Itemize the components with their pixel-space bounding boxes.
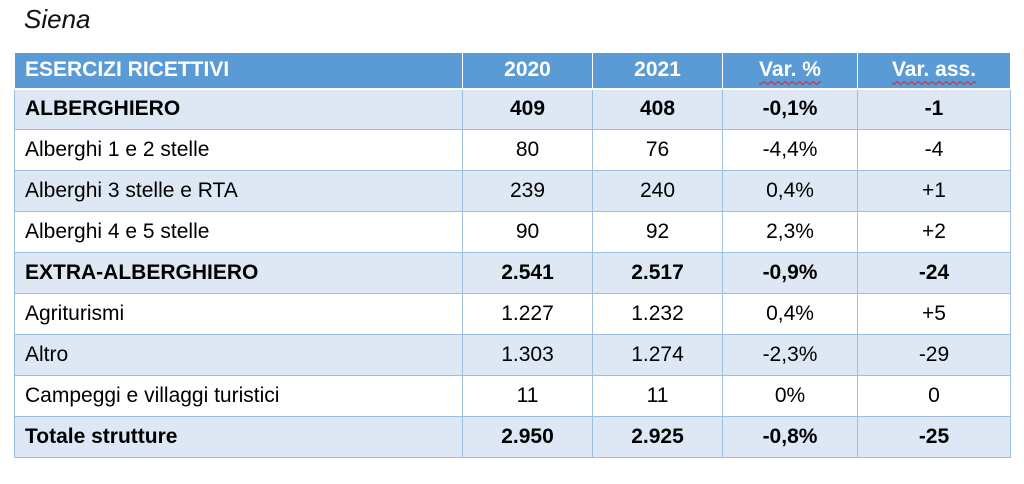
cell-2020: 1.227 <box>462 293 593 335</box>
cell-var-ass: +1 <box>857 170 1011 212</box>
cell-2021: 76 <box>592 129 723 171</box>
cell-2020: 1.303 <box>462 334 593 376</box>
row-label: Alberghi 4 e 5 stelle <box>14 211 463 253</box>
row-label: ALBERGHIERO <box>14 88 463 130</box>
table-header-row: ESERCIZI RICETTIVI 2020 2021 Var. % Var.… <box>14 52 1011 90</box>
cell-2020: 11 <box>462 375 593 417</box>
cell-2021: 2.517 <box>592 252 723 294</box>
cell-2020: 80 <box>462 129 593 171</box>
cell-var-ass: +2 <box>857 211 1011 253</box>
table-row: EXTRA-ALBERGHIERO 2.541 2.517 -0,9% -24 <box>14 252 1011 294</box>
cell-var-percent: -0,1% <box>722 88 858 130</box>
row-label: Alberghi 3 stelle e RTA <box>14 170 463 212</box>
cell-2021: 1.232 <box>592 293 723 335</box>
cell-var-percent: 0% <box>722 375 858 417</box>
table-row-total: Totale strutture 2.950 2.925 -0,8% -25 <box>14 416 1011 458</box>
cell-var-percent: 2,3% <box>722 211 858 253</box>
cell-var-ass: 0 <box>857 375 1011 417</box>
header-var-percent-text: Var. % <box>759 58 821 82</box>
cell-var-percent: 0,4% <box>722 170 858 212</box>
cell-2021: 2.925 <box>592 416 723 458</box>
header-2021: 2021 <box>592 52 723 90</box>
row-label: Altro <box>14 334 463 376</box>
cell-2021: 240 <box>592 170 723 212</box>
header-var-percent: Var. % <box>722 52 858 90</box>
cell-2020: 90 <box>462 211 593 253</box>
cell-2021: 1.274 <box>592 334 723 376</box>
cell-2021: 92 <box>592 211 723 253</box>
cell-var-percent: 0,4% <box>722 293 858 335</box>
cell-2021: 11 <box>592 375 723 417</box>
cell-var-percent: -4,4% <box>722 129 858 171</box>
table-row: Altro 1.303 1.274 -2,3% -29 <box>14 334 1011 376</box>
cell-var-ass: -4 <box>857 129 1011 171</box>
header-var-ass: Var. ass. <box>857 52 1011 90</box>
row-label: Campeggi e villaggi turistici <box>14 375 463 417</box>
row-label: Alberghi 1 e 2 stelle <box>14 129 463 171</box>
table-row: Campeggi e villaggi turistici 11 11 0% 0 <box>14 375 1011 417</box>
cell-var-ass: -29 <box>857 334 1011 376</box>
cell-var-ass: +5 <box>857 293 1011 335</box>
accommodation-table: ESERCIZI RICETTIVI 2020 2021 Var. % Var.… <box>14 52 1011 458</box>
page-title: Siena <box>24 4 91 34</box>
row-label: EXTRA-ALBERGHIERO <box>14 252 463 294</box>
table-row: Agriturismi 1.227 1.232 0,4% +5 <box>14 293 1011 335</box>
cell-var-percent: -0,9% <box>722 252 858 294</box>
table-row: Alberghi 1 e 2 stelle 80 76 -4,4% -4 <box>14 129 1011 171</box>
header-2020: 2020 <box>462 52 593 90</box>
cell-2020: 239 <box>462 170 593 212</box>
cell-2020: 2.950 <box>462 416 593 458</box>
table-row: Alberghi 3 stelle e RTA 239 240 0,4% +1 <box>14 170 1011 212</box>
cell-var-ass: -24 <box>857 252 1011 294</box>
cell-var-ass: -25 <box>857 416 1011 458</box>
row-label: Agriturismi <box>14 293 463 335</box>
cell-2021: 408 <box>592 88 723 130</box>
header-var-ass-text: Var. ass. <box>891 58 977 82</box>
table-row: Alberghi 4 e 5 stelle 90 92 2,3% +2 <box>14 211 1011 253</box>
row-label: Totale strutture <box>14 416 463 458</box>
cell-var-ass: -1 <box>857 88 1011 130</box>
table-row: ALBERGHIERO 409 408 -0,1% -1 <box>14 88 1011 130</box>
cell-var-percent: -0,8% <box>722 416 858 458</box>
header-esercizi-ricettivi: ESERCIZI RICETTIVI <box>14 52 463 90</box>
cell-2020: 409 <box>462 88 593 130</box>
cell-var-percent: -2,3% <box>722 334 858 376</box>
cell-2020: 2.541 <box>462 252 593 294</box>
